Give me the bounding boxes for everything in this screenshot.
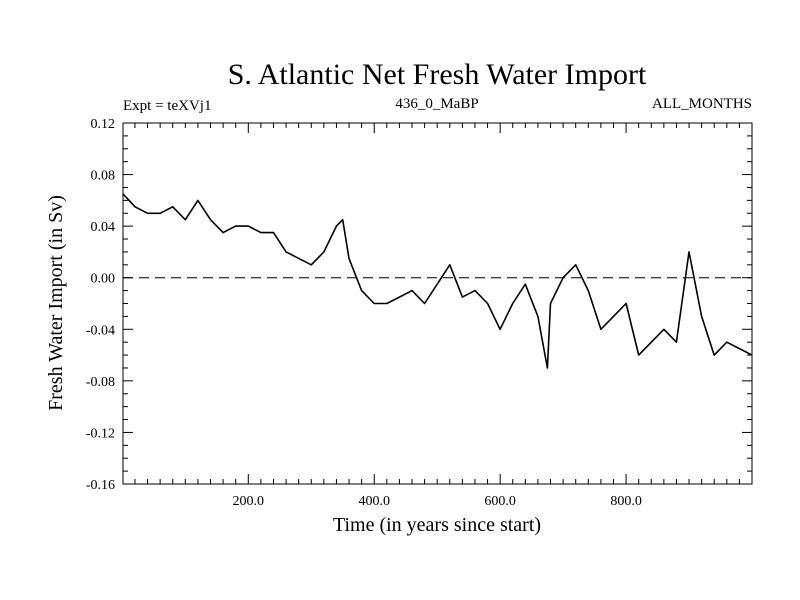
period-label: 436_0_MaBP (395, 96, 478, 112)
chart-title: S. Atlantic Net Fresh Water Import (228, 58, 647, 91)
y-tick-label: 0.04 (91, 220, 116, 235)
y-tick-label: -0.16 (86, 478, 115, 493)
series-line (122, 193, 753, 369)
x-tick-label: 200.0 (233, 494, 265, 509)
y-tick-label: 0.08 (91, 169, 116, 184)
y-tick-label: -0.12 (86, 426, 115, 441)
x-axis-label: Time (in years since start) (333, 514, 541, 536)
x-tick-label: 400.0 (358, 494, 390, 509)
x-tick-label: 800.0 (610, 494, 642, 509)
y-axis: -0.16 -0.12 -0.08 -0.04 0.00 0.04 0.08 0.12 (86, 117, 752, 493)
series-group (122, 193, 753, 369)
x-tick-label: 600.0 (484, 494, 516, 509)
plot-frame (122, 122, 753, 485)
experiment-label: Expt = teXVj1 (123, 98, 211, 114)
y-axis-label: Fresh Water Import (in Sv) (45, 195, 67, 411)
y-tick-label: -0.04 (86, 323, 115, 338)
y-tick-label: 0.12 (91, 117, 116, 132)
y-tick-label: 0.00 (91, 272, 116, 287)
x-axis: 200.0 400.0 600.0 800.0 (134, 123, 740, 509)
y-tick-label: -0.08 (86, 375, 115, 390)
months-label: ALL_MONTHS (652, 96, 752, 112)
